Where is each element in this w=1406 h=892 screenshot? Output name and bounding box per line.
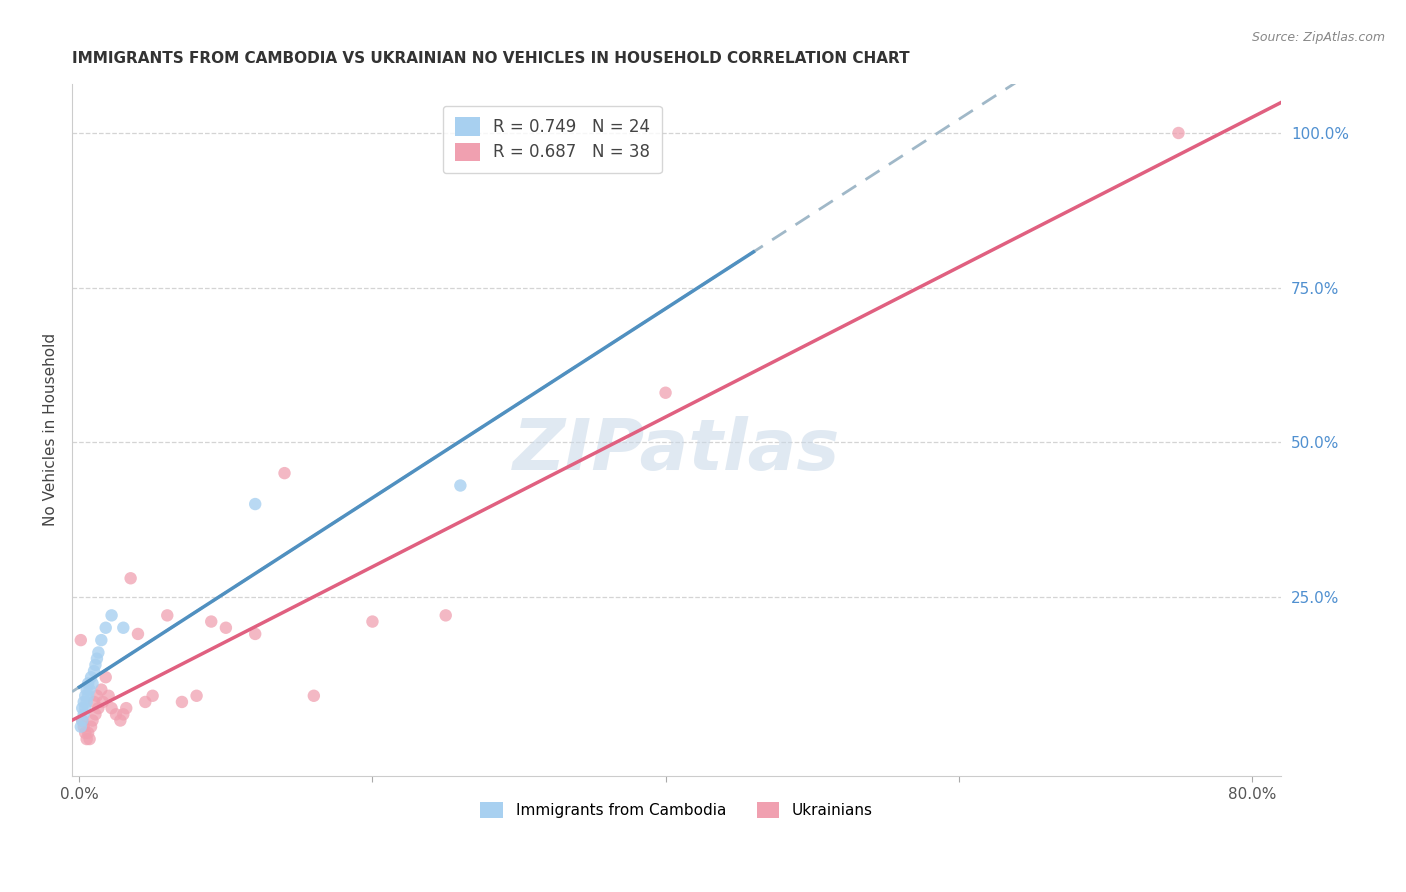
Point [76,682,98,697]
Point [273,466,295,480]
Point [110,714,132,728]
Point [90,633,112,648]
Point [86,651,108,665]
Point [77,676,100,690]
Point [302,689,325,703]
Point [186,689,208,703]
Point [87,701,110,715]
Point [80,720,103,734]
Point [112,707,135,722]
Point [72,714,94,728]
Text: Source: ZipAtlas.com: Source: ZipAtlas.com [1251,31,1385,45]
Point [115,701,138,715]
Point [79,682,101,697]
Point [97,689,120,703]
Point [449,478,471,492]
Point [91,695,114,709]
Point [83,695,105,709]
Point [100,701,122,715]
Point [72,701,94,715]
Point [1167,126,1189,140]
Point [73,707,96,722]
Point [69,633,91,648]
Legend: Immigrants from Cambodia, Ukrainians: Immigrants from Cambodia, Ukrainians [474,796,879,824]
Point [73,695,96,709]
Point [75,726,97,740]
Point [76,695,98,709]
Point [100,608,122,623]
Point [90,682,112,697]
Point [80,670,103,684]
Text: IMMIGRANTS FROM CAMBODIA VS UKRAINIAN NO VEHICLES IN HOUSEHOLD CORRELATION CHART: IMMIGRANTS FROM CAMBODIA VS UKRAINIAN NO… [72,51,910,66]
Point [77,689,100,703]
Point [86,689,108,703]
Point [84,707,107,722]
Point [112,621,135,635]
Point [142,689,165,703]
Y-axis label: No Vehicles in Household: No Vehicles in Household [44,334,58,526]
Point [83,664,105,678]
Text: ZIPatlas: ZIPatlas [513,417,841,485]
Point [361,615,384,629]
Point [87,645,110,659]
Point [170,695,193,709]
Point [77,726,100,740]
Point [215,621,238,635]
Point [94,621,117,635]
Point [73,720,96,734]
Point [245,497,267,511]
Point [104,707,127,722]
Point [82,676,104,690]
Point [156,608,179,623]
Point [82,714,104,728]
Point [94,670,117,684]
Point [69,720,91,734]
Point [79,732,101,747]
Point [245,627,267,641]
Point [75,689,97,703]
Point [134,695,156,709]
Point [200,615,222,629]
Point [120,571,142,585]
Point [75,701,97,715]
Point [76,732,98,747]
Point [654,385,676,400]
Point [434,608,457,623]
Point [127,627,149,641]
Point [84,657,107,672]
Point [72,714,94,728]
